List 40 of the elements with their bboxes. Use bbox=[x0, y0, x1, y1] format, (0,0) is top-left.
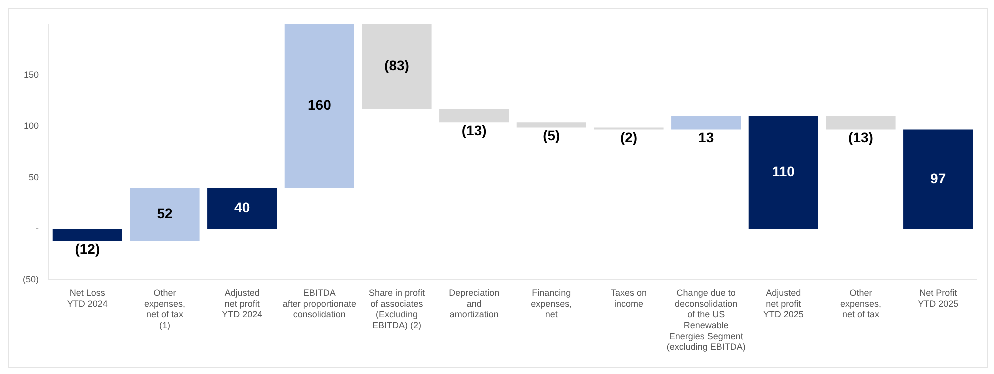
data-label: (12) bbox=[75, 241, 100, 258]
bar bbox=[130, 188, 200, 242]
x-tick-label: Other expenses, net of tax bbox=[840, 288, 882, 320]
x-tick-label: Depreciation and amortization bbox=[449, 288, 500, 320]
x-tick-label: Adjusted net profit YTD 2025 bbox=[763, 288, 804, 320]
x-tick-label: Adjusted net profit YTD 2024 bbox=[222, 288, 263, 320]
data-label: 40 bbox=[234, 199, 250, 216]
x-tick-label: Taxes on income bbox=[610, 288, 648, 309]
bar bbox=[826, 116, 896, 130]
x-tick-label: Share in profit of associates (Excluding EBITDA) (2) bbox=[368, 288, 426, 330]
data-label: 110 bbox=[772, 164, 796, 180]
bar bbox=[208, 188, 278, 230]
data-label: (13) bbox=[462, 122, 487, 138]
data-label: 52 bbox=[157, 206, 173, 222]
x-tick-label: EBITDA after proportionate consolidation bbox=[282, 288, 356, 320]
data-label: (5) bbox=[543, 128, 560, 144]
bar bbox=[672, 116, 742, 130]
data-label: (83) bbox=[384, 58, 410, 74]
bar bbox=[440, 109, 510, 123]
x-tick-label: Other expenses, net of tax (1) bbox=[144, 288, 186, 330]
data-label: (2) bbox=[620, 130, 638, 146]
bar bbox=[362, 24, 432, 110]
y-tick-label: (50) bbox=[22, 274, 40, 285]
bar bbox=[516, 122, 586, 128]
y-tick-label: 100 bbox=[24, 121, 40, 132]
bar bbox=[52, 229, 122, 242]
data-label: 97 bbox=[930, 170, 946, 186]
bar bbox=[904, 130, 974, 230]
y-tick-label: 150 bbox=[24, 70, 40, 80]
y-tick-label: 50 bbox=[28, 172, 40, 182]
bar bbox=[748, 116, 818, 230]
x-tick-label: Net Profit YTD 2025 bbox=[918, 288, 959, 309]
data-label: 13 bbox=[698, 130, 714, 146]
x-tick-label: Net Loss YTD 2024 bbox=[67, 288, 108, 309]
data-label: (13) bbox=[848, 130, 874, 146]
x-tick-label: Change due to deconsolidation of the US Renewable Energies Segment (excluding EBITDA) bbox=[666, 288, 746, 352]
x-tick-label: Financing expenses, net bbox=[531, 288, 572, 320]
data-label: 160 bbox=[308, 97, 332, 114]
bar bbox=[284, 24, 354, 188]
y-tick-label: - bbox=[36, 224, 40, 234]
